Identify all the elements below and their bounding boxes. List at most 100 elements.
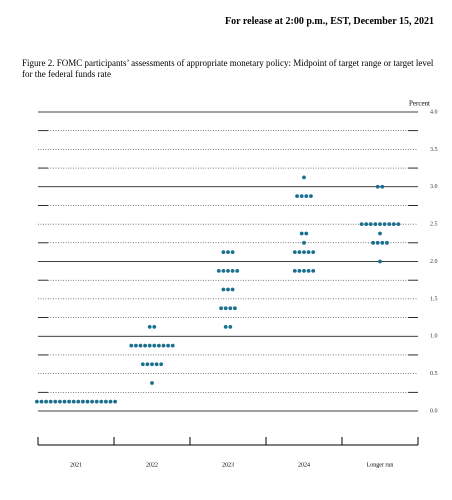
dot: [306, 268, 311, 273]
dot: [44, 399, 48, 404]
dot: [382, 222, 387, 227]
y-tick-label: 1.0: [430, 334, 438, 340]
dot-row: [140, 362, 164, 367]
dot-row: [299, 231, 309, 236]
dot: [387, 222, 392, 227]
dot: [375, 184, 380, 189]
dot-row: [129, 343, 175, 348]
dot: [108, 399, 113, 404]
dot: [161, 343, 166, 348]
dot: [302, 175, 306, 180]
dot: [304, 231, 309, 236]
dot: [230, 250, 235, 255]
dot: [373, 222, 378, 227]
dot: [223, 306, 228, 311]
y-tick-label: 0.0: [430, 408, 438, 414]
dot: [154, 362, 159, 367]
dot: [299, 231, 304, 236]
dot: [378, 231, 382, 236]
dot: [226, 287, 230, 292]
dot: [152, 343, 157, 348]
dot: [166, 343, 171, 348]
dot: [62, 399, 67, 404]
dot: [311, 250, 316, 255]
dot: [67, 399, 71, 404]
dot: [221, 287, 226, 292]
dot-row: [292, 268, 316, 273]
dot: [39, 399, 44, 404]
dot: [53, 399, 58, 404]
chart-title: Figure 2. FOMC participants’ assessments…: [22, 58, 434, 79]
dot: [299, 194, 304, 198]
dot: [364, 222, 369, 227]
dot: [219, 306, 224, 311]
dot-row: [221, 287, 235, 292]
dot: [302, 268, 306, 273]
dot: [302, 240, 306, 245]
x-tick-label: 2021: [70, 462, 82, 468]
dot: [378, 259, 382, 264]
dot: [233, 306, 237, 311]
dot: [145, 362, 150, 367]
dot: [147, 343, 152, 348]
dot: [85, 399, 90, 404]
dot: [223, 325, 228, 329]
release-header: For release at 2:00 p.m., EST, December …: [225, 16, 434, 27]
dot: [385, 240, 389, 245]
dot: [311, 268, 316, 273]
dot: [150, 362, 154, 367]
x-tick-label: 2023: [222, 462, 234, 468]
dot: [235, 268, 240, 273]
dot: [391, 222, 396, 227]
dot: [104, 399, 108, 404]
dot: [152, 325, 157, 329]
dot: [71, 399, 76, 404]
dot-row: [150, 381, 154, 385]
y-tick-label: 2.0: [430, 259, 438, 265]
dot: [306, 250, 311, 255]
dot: [309, 194, 313, 198]
dot-row: [371, 240, 389, 245]
y-axis-label: Percent: [409, 100, 430, 108]
dot: [230, 287, 235, 292]
dot: [134, 343, 138, 348]
dot: [35, 399, 39, 404]
dot: [147, 325, 152, 329]
dot: [292, 268, 297, 273]
dot: [302, 250, 306, 255]
dot-row: [295, 194, 313, 198]
x-tick-label: Longer run: [367, 462, 394, 468]
dot-row: [219, 306, 237, 311]
dot: [226, 250, 230, 255]
dot: [113, 399, 117, 404]
y-tick-label: 4.0: [430, 109, 438, 115]
dot: [140, 362, 145, 367]
dot-row: [378, 259, 382, 264]
dot: [81, 399, 85, 404]
dot: [129, 343, 134, 348]
y-tick-label: 1.5: [430, 296, 438, 302]
dot: [221, 250, 226, 255]
dot-row: [302, 175, 306, 180]
dot-row: [221, 250, 235, 255]
dot: [378, 222, 382, 227]
x-tick-label: 2024: [298, 462, 310, 468]
dot-row: [292, 250, 316, 255]
dot-row: [375, 184, 385, 189]
dot: [157, 343, 161, 348]
dot-row: [35, 399, 117, 404]
x-tick-label: 2022: [146, 462, 158, 468]
dot: [150, 381, 154, 385]
dot: [170, 343, 175, 348]
dot: [76, 399, 81, 404]
dot: [58, 399, 62, 404]
dot-row: [378, 231, 382, 236]
dot: [380, 184, 385, 189]
dot: [230, 268, 235, 273]
dot: [359, 222, 364, 227]
dot-row: [147, 325, 157, 329]
dot: [297, 268, 302, 273]
dot: [228, 325, 233, 329]
